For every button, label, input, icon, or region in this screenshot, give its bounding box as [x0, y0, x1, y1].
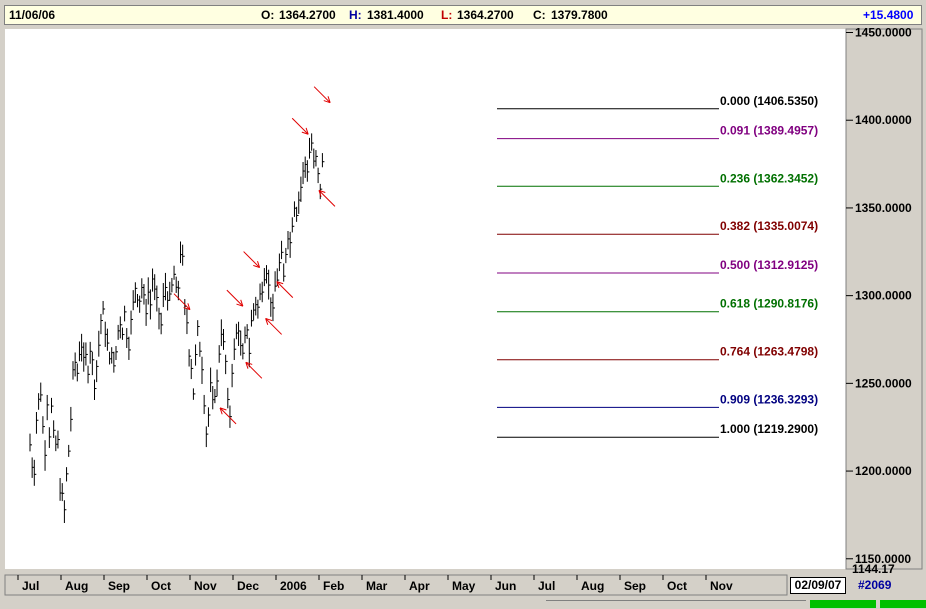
high-label: H: [349, 8, 362, 22]
close-label: C: [533, 8, 546, 22]
x-tick-label: Feb [323, 579, 344, 593]
fib-label: 0.500 (1312.9125) [720, 258, 818, 272]
x-tick-label: Sep [108, 579, 130, 593]
x-tick-label: Nov [194, 579, 217, 593]
arrow-shaft [265, 318, 282, 335]
open-value: 1364.2700 [279, 8, 336, 22]
arrow-head [245, 362, 249, 369]
ohlc-header: 11/06/06 O: 1364.2700 H: 1381.4000 L: 13… [4, 5, 922, 25]
plot-area [5, 29, 846, 569]
arrow-head [253, 264, 260, 269]
fib-label: 1.000 (1219.2900) [720, 422, 818, 436]
arrow-shaft [243, 251, 260, 268]
arrow-head [187, 303, 191, 310]
cursor-date: 02/09/07 [790, 577, 846, 594]
fib-label: 0.909 (1236.3293) [720, 392, 818, 406]
y-axis-panel [845, 28, 923, 570]
low-label: L: [441, 8, 453, 22]
arrow-head [219, 407, 227, 411]
x-tick-label: Mar [366, 579, 388, 593]
arrow-shaft [313, 86, 331, 104]
x-tick-label: Jul [538, 579, 555, 593]
dm-button[interactable] [880, 600, 926, 608]
arrow-shaft [245, 361, 263, 379]
low-value: 1364.2700 [457, 8, 514, 22]
y-tick-label: 1250.0000 [855, 376, 912, 390]
fib-label: 0.091 (1389.4957) [720, 124, 818, 138]
arrow-shaft [291, 117, 309, 135]
y-tick-label: 1300.0000 [855, 289, 912, 303]
x-tick-label: Sep [624, 579, 646, 593]
arrow-shaft [219, 407, 237, 425]
arrow-head [301, 131, 309, 135]
arrow-head [265, 317, 273, 322]
x-tick-label: Oct [667, 579, 687, 593]
x-axis-panel [4, 574, 788, 596]
status-bar [546, 600, 806, 609]
arrow-head [323, 100, 331, 104]
close-value: 1379.7800 [551, 8, 608, 22]
arrow-head [265, 318, 269, 325]
y-tick-label: 1450.0000 [855, 26, 912, 40]
bar-count: #2069 [858, 578, 892, 592]
ok-button[interactable] [810, 600, 876, 608]
open-label: O: [261, 8, 275, 22]
x-tick-label: 2006 [280, 579, 307, 593]
arrow-head [305, 127, 309, 135]
arrow-head [276, 281, 280, 289]
x-tick-label: Apr [409, 579, 430, 593]
high-value: 1381.4000 [367, 8, 424, 22]
arrow-shaft [276, 281, 294, 298]
annotation-arrows [173, 86, 336, 425]
x-axis: Jul Aug Sep Oct Nov Dec 2006 Feb Mar Apr May Jun Jul… [17, 575, 733, 593]
x-tick-label: Aug [581, 579, 604, 593]
arrow-head [219, 407, 223, 415]
y-axis: 1450.0000 1400.0000 1350.0000 1300.0000 1250… [846, 26, 912, 576]
arrow-head [236, 303, 244, 307]
fib-label: 0.618 (1290.8176) [720, 297, 818, 311]
arrow-shaft [318, 190, 336, 207]
arrow-head [276, 281, 284, 285]
x-tick-label: Jul [22, 579, 39, 593]
x-tick-label: Aug [65, 579, 88, 593]
arrow-head [245, 361, 253, 365]
arrow-head [318, 190, 322, 197]
price-series [29, 133, 325, 523]
arrow-head [257, 261, 261, 268]
x-tick-label: May [452, 579, 476, 593]
arrow-shaft [226, 289, 244, 307]
y-tick-label: 1400.0000 [855, 113, 912, 127]
x-tick-label: Oct [151, 579, 171, 593]
fib-label: 0.000 (1406.5350) [720, 94, 818, 108]
arrow-shaft [173, 293, 191, 311]
y-tick-label: 1150.0000 [855, 552, 911, 566]
fib-label: 0.236 (1362.3452) [720, 171, 818, 185]
arrow-head [318, 189, 326, 193]
fib-label: 0.382 (1335.0074) [720, 219, 818, 233]
arrow-head [240, 299, 244, 307]
arrow-head [327, 96, 331, 103]
x-tick-label: Dec [237, 579, 259, 593]
y-bottom-label: 1144.17 [852, 562, 895, 576]
y-tick-label: 1350.0000 [855, 201, 912, 215]
x-tick-label: Nov [710, 579, 733, 593]
header-date: 11/06/06 [9, 8, 56, 22]
y-tick-label: 1200.0000 [855, 464, 912, 478]
x-tick-label: Jun [495, 579, 516, 593]
change-value: +15.4800 [863, 8, 914, 22]
fib-label: 0.764 (1263.4798) [720, 345, 818, 359]
fibonacci-levels: 0.000 (1406.5350) 0.091 (1389.4957) 0.236 … [497, 94, 818, 438]
arrow-head [183, 307, 191, 311]
